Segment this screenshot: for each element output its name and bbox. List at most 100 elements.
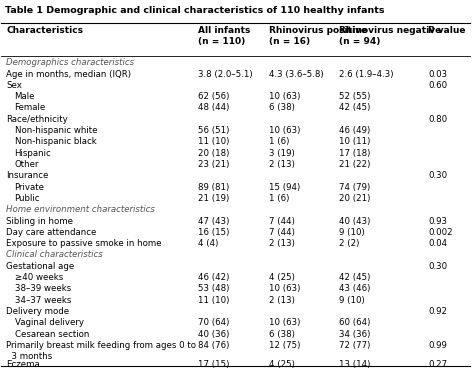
Text: 6 (38): 6 (38) — [268, 330, 295, 339]
Text: 13 (14): 13 (14) — [339, 359, 370, 369]
Text: 52 (55): 52 (55) — [339, 92, 370, 101]
Text: Insurance: Insurance — [6, 171, 49, 180]
Text: 4 (25): 4 (25) — [268, 273, 295, 282]
Text: 6 (38): 6 (38) — [268, 103, 295, 113]
Text: 40 (43): 40 (43) — [339, 217, 370, 225]
Text: Delivery mode: Delivery mode — [6, 307, 69, 316]
Text: All infants
(n = 110): All infants (n = 110) — [198, 26, 251, 46]
Text: 10 (63): 10 (63) — [268, 318, 300, 327]
Text: 0.60: 0.60 — [428, 81, 447, 90]
Text: 34 (36): 34 (36) — [339, 330, 370, 339]
Text: 20 (18): 20 (18) — [198, 149, 230, 158]
Text: 53 (48): 53 (48) — [198, 284, 230, 293]
Text: 4.3 (3.6–5.8): 4.3 (3.6–5.8) — [268, 70, 323, 79]
Text: 10 (63): 10 (63) — [268, 284, 300, 293]
Text: Age in months, median (IQR): Age in months, median (IQR) — [6, 70, 131, 79]
Text: 74 (79): 74 (79) — [339, 183, 370, 192]
Text: 89 (81): 89 (81) — [198, 183, 229, 192]
Text: Rhinovirus positive
(n = 16): Rhinovirus positive (n = 16) — [268, 26, 367, 46]
Text: 1 (6): 1 (6) — [268, 137, 289, 146]
Text: 42 (45): 42 (45) — [339, 103, 370, 113]
Text: 10 (63): 10 (63) — [268, 126, 300, 135]
Text: Home environment characteristics: Home environment characteristics — [6, 205, 155, 214]
Text: 4 (4): 4 (4) — [198, 239, 218, 248]
Text: 70 (64): 70 (64) — [198, 318, 230, 327]
Text: Non-hispanic black: Non-hispanic black — [15, 137, 96, 146]
Text: Male: Male — [15, 92, 35, 101]
Text: Characteristics: Characteristics — [6, 26, 83, 35]
Text: 62 (56): 62 (56) — [198, 92, 230, 101]
Text: Day care attendance: Day care attendance — [6, 228, 97, 237]
Text: 17 (15): 17 (15) — [198, 359, 230, 369]
Text: 0.92: 0.92 — [428, 307, 447, 316]
Text: 40 (36): 40 (36) — [198, 330, 230, 339]
Text: Sibling in home: Sibling in home — [6, 217, 73, 225]
Text: P value: P value — [428, 26, 466, 35]
Text: 10 (11): 10 (11) — [339, 137, 370, 146]
Text: 43 (46): 43 (46) — [339, 284, 370, 293]
Text: Sex: Sex — [6, 81, 22, 90]
Text: Private: Private — [15, 183, 45, 192]
Text: Exposure to passive smoke in home: Exposure to passive smoke in home — [6, 239, 162, 248]
Text: 0.93: 0.93 — [428, 217, 447, 225]
Text: 0.03: 0.03 — [428, 70, 447, 79]
Text: 3 (19): 3 (19) — [268, 149, 295, 158]
Text: 12 (75): 12 (75) — [268, 341, 300, 350]
Text: 2.6 (1.9–4.3): 2.6 (1.9–4.3) — [339, 70, 394, 79]
Text: 0.80: 0.80 — [428, 115, 447, 124]
Text: 23 (21): 23 (21) — [198, 160, 230, 169]
Text: 15 (94): 15 (94) — [268, 183, 300, 192]
Text: 2 (13): 2 (13) — [268, 160, 295, 169]
Text: 34–37 weeks: 34–37 weeks — [15, 296, 71, 305]
Text: 0.04: 0.04 — [428, 239, 447, 248]
Text: 0.27: 0.27 — [428, 359, 447, 369]
Text: 48 (44): 48 (44) — [198, 103, 230, 113]
Text: 60 (64): 60 (64) — [339, 318, 370, 327]
Text: Race/ethnicity: Race/ethnicity — [6, 115, 68, 124]
Text: 16 (15): 16 (15) — [198, 228, 230, 237]
Text: 1 (6): 1 (6) — [268, 194, 289, 203]
Text: Clinical characteristics: Clinical characteristics — [6, 251, 103, 259]
Text: 2 (13): 2 (13) — [268, 239, 295, 248]
Text: 2 (2): 2 (2) — [339, 239, 359, 248]
Text: 38–39 weeks: 38–39 weeks — [15, 284, 71, 293]
Text: 17 (18): 17 (18) — [339, 149, 370, 158]
Text: 56 (51): 56 (51) — [198, 126, 230, 135]
Text: Public: Public — [15, 194, 40, 203]
Text: Rhinovirus negative
(n = 94): Rhinovirus negative (n = 94) — [339, 26, 441, 46]
Text: 0.30: 0.30 — [428, 262, 447, 271]
Text: 11 (10): 11 (10) — [198, 296, 230, 305]
Text: 0.002: 0.002 — [428, 228, 453, 237]
Text: 21 (22): 21 (22) — [339, 160, 370, 169]
Text: 0.30: 0.30 — [428, 171, 447, 180]
Text: 2 (13): 2 (13) — [268, 296, 295, 305]
Text: Vaginal delivery: Vaginal delivery — [15, 318, 83, 327]
Text: 9 (10): 9 (10) — [339, 296, 365, 305]
Text: Other: Other — [15, 160, 39, 169]
Text: 10 (63): 10 (63) — [268, 92, 300, 101]
Text: 7 (44): 7 (44) — [268, 217, 295, 225]
Text: 21 (19): 21 (19) — [198, 194, 229, 203]
Text: ≥40 weeks: ≥40 weeks — [15, 273, 63, 282]
Text: Demographics characteristics: Demographics characteristics — [6, 58, 134, 67]
Text: Non-hispanic white: Non-hispanic white — [15, 126, 97, 135]
Text: Gestational age: Gestational age — [6, 262, 74, 271]
Text: Table 1 Demographic and clinical characteristics of 110 healthy infants: Table 1 Demographic and clinical charact… — [5, 6, 384, 14]
Text: 46 (42): 46 (42) — [198, 273, 230, 282]
Text: 46 (49): 46 (49) — [339, 126, 370, 135]
Text: 47 (43): 47 (43) — [198, 217, 230, 225]
Text: 42 (45): 42 (45) — [339, 273, 370, 282]
Text: 20 (21): 20 (21) — [339, 194, 370, 203]
Text: Eczema: Eczema — [6, 359, 40, 369]
Text: 84 (76): 84 (76) — [198, 341, 230, 350]
Text: Female: Female — [15, 103, 46, 113]
Text: Primarily breast milk feeding from ages 0 to
  3 months: Primarily breast milk feeding from ages … — [6, 341, 196, 361]
Text: 11 (10): 11 (10) — [198, 137, 230, 146]
Text: Hispanic: Hispanic — [15, 149, 51, 158]
Text: Cesarean section: Cesarean section — [15, 330, 89, 339]
Text: 3.8 (2.0–5.1): 3.8 (2.0–5.1) — [198, 70, 253, 79]
Text: 4 (25): 4 (25) — [268, 359, 295, 369]
Text: 0.99: 0.99 — [428, 341, 447, 350]
Text: 72 (77): 72 (77) — [339, 341, 370, 350]
Text: 7 (44): 7 (44) — [268, 228, 295, 237]
